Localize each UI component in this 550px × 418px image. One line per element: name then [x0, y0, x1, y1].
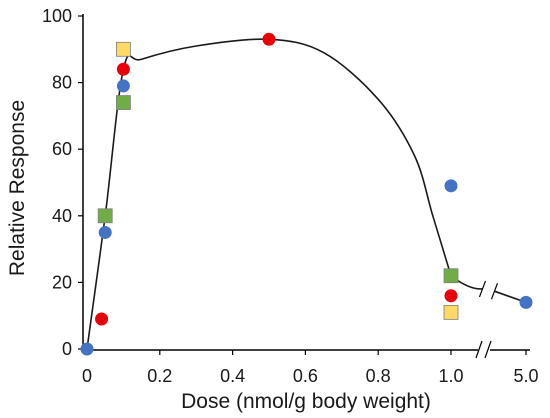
x-ticks: 0 0.2 0.4 0.6 0.8 1.0 5.0 — [82, 350, 539, 386]
data-point-square — [97, 208, 113, 224]
data-point-circle — [262, 32, 276, 46]
trend-curve — [86, 38, 527, 350]
x-tick-label: 0.4 — [220, 366, 245, 386]
data-point-circle — [98, 225, 112, 239]
x-tick-label: 0.6 — [293, 366, 318, 386]
data-point-square — [443, 268, 459, 284]
y-tick-label: 40 — [52, 206, 72, 226]
axis-break-slash — [484, 340, 492, 359]
x-axis-title: Dose (nmol/g body weight) — [181, 390, 431, 413]
y-ticks: 0 20 40 60 80 100 — [42, 6, 83, 359]
y-tick-label: 0 — [62, 339, 72, 359]
data-points — [80, 32, 533, 356]
axis-break-slash — [475, 340, 483, 359]
data-point-circle — [519, 295, 533, 309]
y-tick-label: 100 — [42, 6, 72, 26]
data-point-circle — [116, 62, 130, 76]
y-axis-title: Relative Response — [6, 100, 29, 276]
curve-break-slash — [490, 282, 499, 300]
data-point-circle — [95, 312, 109, 326]
data-point-square — [443, 304, 459, 320]
x-tick-label: 1.0 — [438, 366, 463, 386]
data-point-circle — [116, 79, 130, 93]
x-tick-label: 5.0 — [513, 366, 538, 386]
curve-break-slash — [478, 280, 487, 298]
data-point-circle — [444, 289, 458, 303]
x-tick-label: 0 — [82, 366, 92, 386]
data-point-square — [116, 95, 131, 110]
axes — [82, 14, 530, 351]
x-axis-break-marker — [475, 340, 492, 359]
x-tick-label: 0.8 — [366, 366, 391, 386]
trend-curve-line — [86, 38, 452, 350]
y-tick-label: 60 — [52, 139, 72, 159]
data-point-circle — [444, 179, 458, 193]
x-tick-label: 0.2 — [147, 366, 172, 386]
y-tick-label: 20 — [52, 272, 72, 292]
data-point-circle — [80, 342, 94, 356]
y-tick-label: 80 — [52, 73, 72, 93]
data-point-square — [116, 41, 131, 57]
